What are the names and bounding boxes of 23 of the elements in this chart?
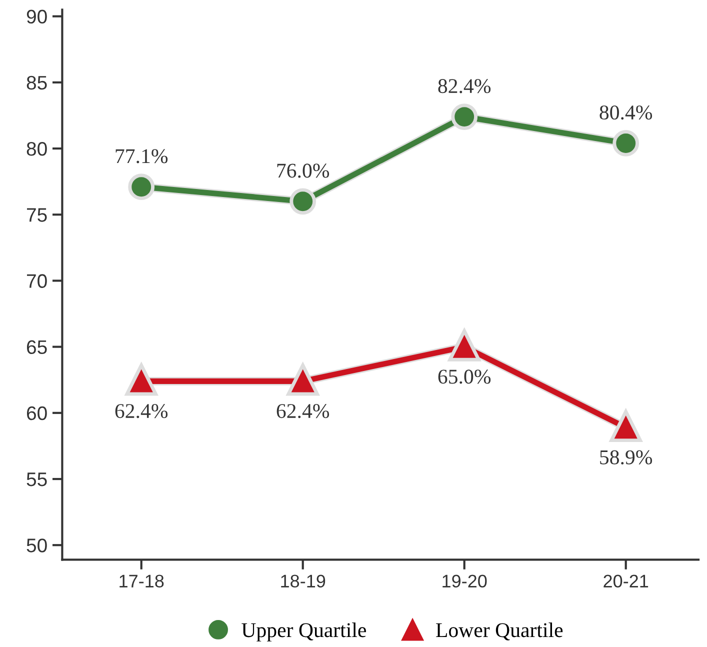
y-tick-label: 60 bbox=[26, 406, 47, 420]
y-tick-label: 90 bbox=[26, 10, 47, 24]
legend-label: Lower Quartile bbox=[436, 622, 563, 640]
data-label: 82.4% bbox=[438, 79, 491, 94]
x-tick-label: 18-19 bbox=[281, 574, 326, 588]
y-tick-label: 65 bbox=[26, 340, 47, 354]
data-label: 65.0% bbox=[438, 370, 491, 384]
y-tick-label: 80 bbox=[26, 142, 47, 156]
y-tick-label: 85 bbox=[26, 76, 47, 90]
x-tick-label: 20-21 bbox=[604, 574, 648, 588]
data-label: 62.4% bbox=[276, 404, 330, 418]
data-label: 77.1% bbox=[116, 149, 168, 164]
y-tick-label: 55 bbox=[26, 472, 47, 486]
x-tick-label: 19-20 bbox=[442, 574, 487, 588]
y-tick-label: 75 bbox=[27, 208, 47, 222]
y-tick-label: 70 bbox=[27, 274, 47, 288]
y-tick-label: 50 bbox=[26, 538, 47, 552]
data-label: 62.4% bbox=[115, 404, 168, 418]
data-label: 76.0% bbox=[277, 164, 330, 178]
legend-label: Upper Quartile bbox=[242, 622, 366, 642]
x-tick-label: 17-18 bbox=[120, 574, 164, 588]
data-label: 80.4% bbox=[600, 105, 652, 120]
data-label: 58.9% bbox=[600, 450, 652, 464]
